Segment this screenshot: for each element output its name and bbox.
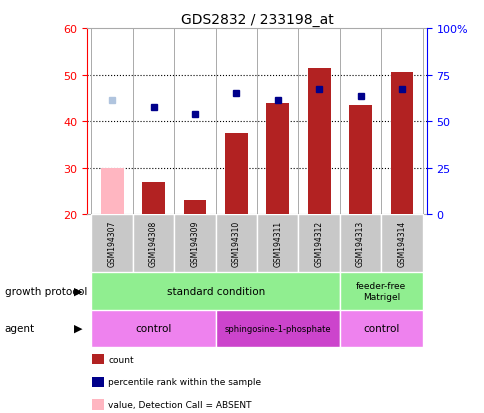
Text: percentile rank within the sample: percentile rank within the sample — [108, 377, 261, 387]
Bar — [266, 103, 288, 215]
Text: count: count — [108, 355, 134, 364]
Bar — [257, 215, 298, 273]
Bar — [348, 106, 371, 215]
Text: agent: agent — [5, 323, 35, 333]
Bar — [91, 273, 339, 310]
Text: GSM194310: GSM194310 — [231, 221, 241, 267]
Bar — [339, 215, 380, 273]
Bar — [142, 182, 165, 215]
Bar — [91, 310, 215, 347]
Text: GSM194308: GSM194308 — [149, 221, 158, 267]
Title: GDS2832 / 233198_at: GDS2832 / 233198_at — [181, 12, 333, 26]
Text: GSM194311: GSM194311 — [272, 221, 282, 267]
Bar — [307, 69, 330, 215]
Text: ▶: ▶ — [74, 323, 82, 333]
Bar — [390, 73, 412, 215]
Text: value, Detection Call = ABSENT: value, Detection Call = ABSENT — [108, 400, 251, 409]
Bar — [183, 201, 206, 215]
Text: GSM194314: GSM194314 — [397, 221, 406, 267]
Text: GSM194309: GSM194309 — [190, 221, 199, 267]
Text: ▶: ▶ — [74, 286, 82, 296]
Bar — [215, 215, 257, 273]
Bar — [339, 310, 422, 347]
Text: control: control — [363, 323, 399, 333]
Text: GSM194307: GSM194307 — [107, 221, 116, 267]
Text: standard condition: standard condition — [166, 286, 264, 296]
Text: sphingosine-1-phosphate: sphingosine-1-phosphate — [224, 324, 331, 333]
Bar — [298, 215, 339, 273]
Text: GSM194312: GSM194312 — [314, 221, 323, 267]
Text: control: control — [135, 323, 171, 333]
Bar — [133, 215, 174, 273]
Text: feeder-free
Matrigel: feeder-free Matrigel — [355, 282, 406, 301]
Bar — [225, 133, 247, 215]
Bar — [215, 310, 339, 347]
Bar — [101, 169, 123, 215]
Bar — [339, 273, 422, 310]
Bar — [380, 215, 422, 273]
Text: growth protocol: growth protocol — [5, 286, 87, 296]
Bar — [91, 215, 133, 273]
Text: GSM194313: GSM194313 — [355, 221, 364, 267]
Bar — [174, 215, 215, 273]
